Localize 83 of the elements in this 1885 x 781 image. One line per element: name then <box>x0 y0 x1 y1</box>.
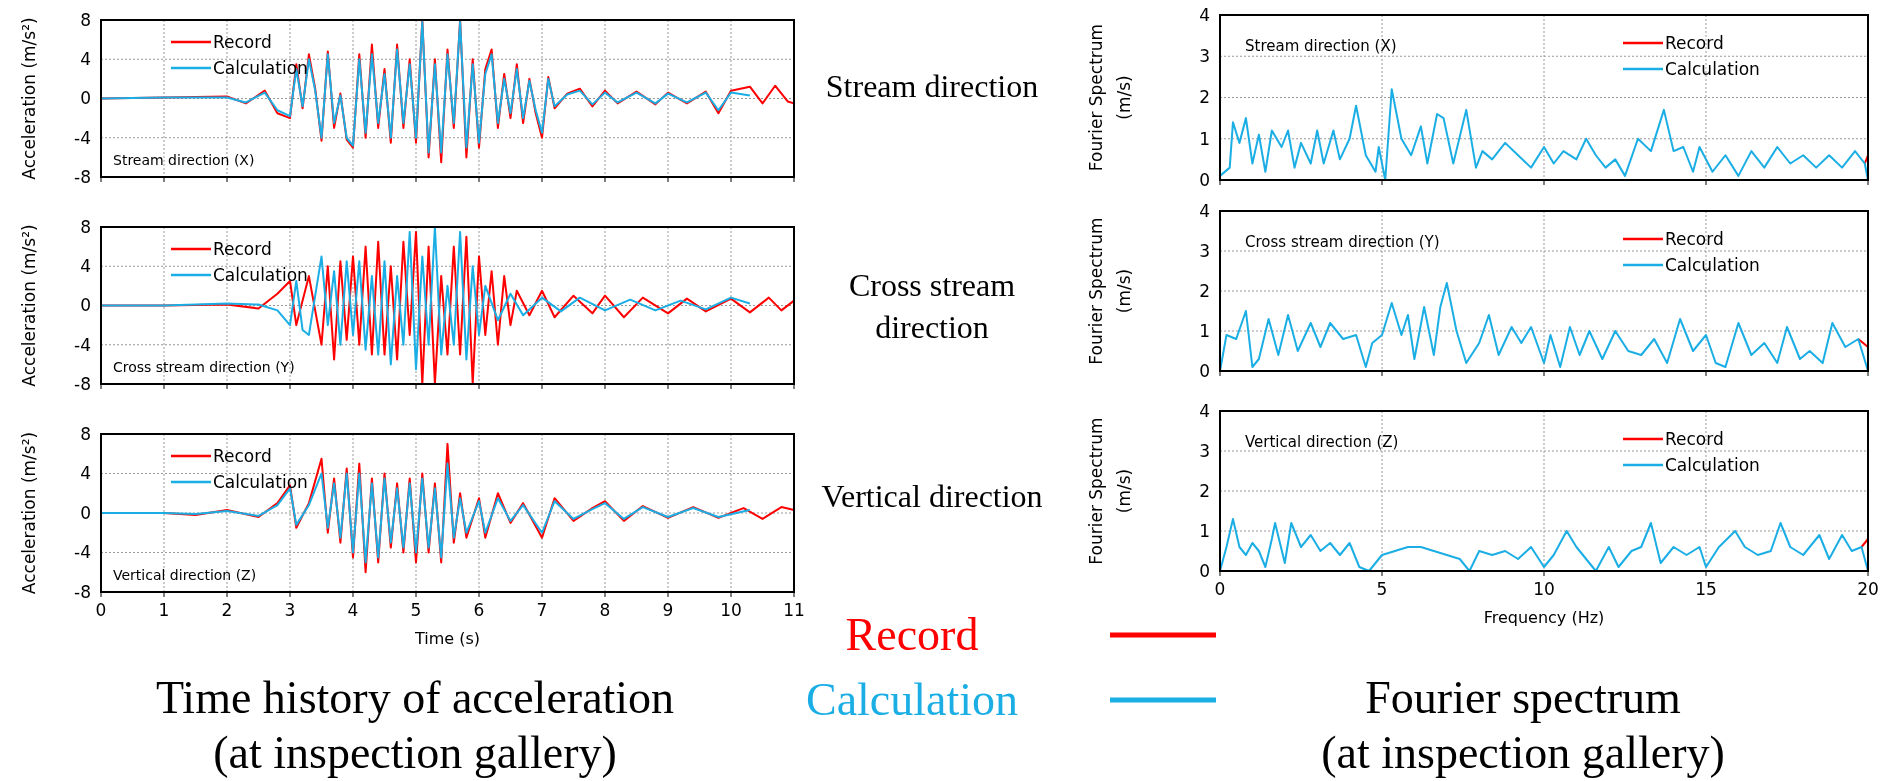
x-tick-label: 9 <box>662 600 674 620</box>
y-tick-label: 2 <box>1199 280 1210 301</box>
y-tick-label: 0 <box>1199 560 1210 581</box>
y-tick-label: 4 <box>80 463 91 484</box>
x-tick-label: 2 <box>221 600 233 620</box>
x-tick-label: 1 <box>158 600 170 620</box>
y-tick-label: 0 <box>1199 169 1210 190</box>
line-series <box>1219 282 1869 372</box>
x-tick-label: 5 <box>1376 579 1388 599</box>
legend-label: Record <box>213 238 272 259</box>
y-tick-label: 1 <box>1199 128 1210 149</box>
text: Fourier spectrum (at inspection gallery) <box>1321 672 1725 778</box>
y-tick-label: 4 <box>1199 400 1210 421</box>
y-tick-label: 8 <box>80 9 91 30</box>
x-tick-label: 10 <box>720 600 742 620</box>
annotation: Stream direction (X) <box>1245 37 1397 55</box>
y-axis-title: Fourier Spectrum (m/s) <box>1086 217 1134 365</box>
y-tick-label: -8 <box>74 373 91 394</box>
x-tick-label: 15 <box>1695 579 1717 599</box>
y-tick-label: 8 <box>80 216 91 237</box>
y-axis-title: Fourier Spectrum (m/s) <box>1086 417 1134 565</box>
y-tick-label: -4 <box>74 127 91 148</box>
y-tick-label: -8 <box>74 581 91 602</box>
y-tick-label: -4 <box>74 334 91 355</box>
x-tick-label: 7 <box>536 600 548 620</box>
line-series <box>100 462 751 564</box>
x-tick-label: 8 <box>599 600 611 620</box>
text: Time history of acceleration (at inspection gallery) <box>155 672 675 778</box>
y-tick-label: 2 <box>1199 480 1210 501</box>
y-tick-label: -4 <box>74 542 91 563</box>
y-tick-label: 0 <box>80 88 91 109</box>
y-tick-label: 4 <box>1199 4 1210 25</box>
legend-label: Record <box>213 31 272 52</box>
x-tick-label: 5 <box>410 600 422 620</box>
text: Calculation <box>805 674 1019 725</box>
x-tick-label: 10 <box>1533 579 1555 599</box>
y-tick-label: 4 <box>80 256 91 277</box>
y-axis-title: Acceleration (m/s²) <box>19 224 39 387</box>
y-axis-title: Acceleration (m/s²) <box>19 17 39 180</box>
y-tick-label: 1 <box>1199 520 1210 541</box>
x-axis-title: Frequency (Hz) <box>1483 608 1605 627</box>
annotation: Cross stream direction (Y) <box>1245 233 1440 251</box>
y-tick-label: -8 <box>74 166 91 187</box>
line-series <box>1219 518 1869 572</box>
text: Stream direction <box>825 68 1039 104</box>
y-tick-label: 4 <box>80 49 91 70</box>
legend-label: Record <box>213 445 272 466</box>
y-tick-label: 8 <box>80 423 91 444</box>
x-tick-label: 20 <box>1857 579 1879 599</box>
y-tick-label: 0 <box>80 295 91 316</box>
x-tick-label: 11 <box>783 600 805 620</box>
legend-label: Calculation <box>213 471 308 492</box>
legend-label: Calculation <box>1665 254 1760 275</box>
text: Cross stream direction <box>848 267 1016 345</box>
annotation: Vertical direction (Z) <box>1245 433 1399 451</box>
x-tick-label: 0 <box>95 600 107 620</box>
y-axis-title: Acceleration (m/s²) <box>19 431 39 595</box>
x-tick-label: 6 <box>473 600 485 620</box>
y-tick-label: 1 <box>1199 320 1210 341</box>
legend-label: Record <box>1665 228 1724 249</box>
legend-label: Calculation <box>1665 58 1760 79</box>
y-axis-title: Fourier Spectrum (m/s) <box>1086 23 1134 172</box>
x-tick-label: 0 <box>1214 579 1226 599</box>
text: Record <box>845 609 979 660</box>
y-tick-label: 0 <box>80 502 91 523</box>
annotation: Cross stream direction (Y) <box>113 359 295 375</box>
y-tick-label: 4 <box>1199 200 1210 221</box>
line-series <box>1219 88 1869 181</box>
legend-label: Calculation <box>213 264 308 285</box>
annotation: Stream direction (X) <box>113 152 255 168</box>
legend-label: Calculation <box>1665 454 1760 475</box>
y-tick-label: 3 <box>1199 46 1210 67</box>
y-tick-label: 3 <box>1199 440 1210 461</box>
x-axis-title: Time (s) <box>413 629 481 648</box>
legend-label: Record <box>1665 32 1724 53</box>
y-tick-label: 0 <box>1199 360 1210 381</box>
annotation: Vertical direction (Z) <box>113 567 257 583</box>
x-tick-label: 4 <box>347 600 359 620</box>
x-tick-label: 3 <box>284 600 296 620</box>
text: Vertical direction <box>821 478 1043 514</box>
y-tick-label: 3 <box>1199 240 1210 261</box>
legend-label: Record <box>1665 428 1724 449</box>
y-tick-label: 2 <box>1199 87 1210 108</box>
